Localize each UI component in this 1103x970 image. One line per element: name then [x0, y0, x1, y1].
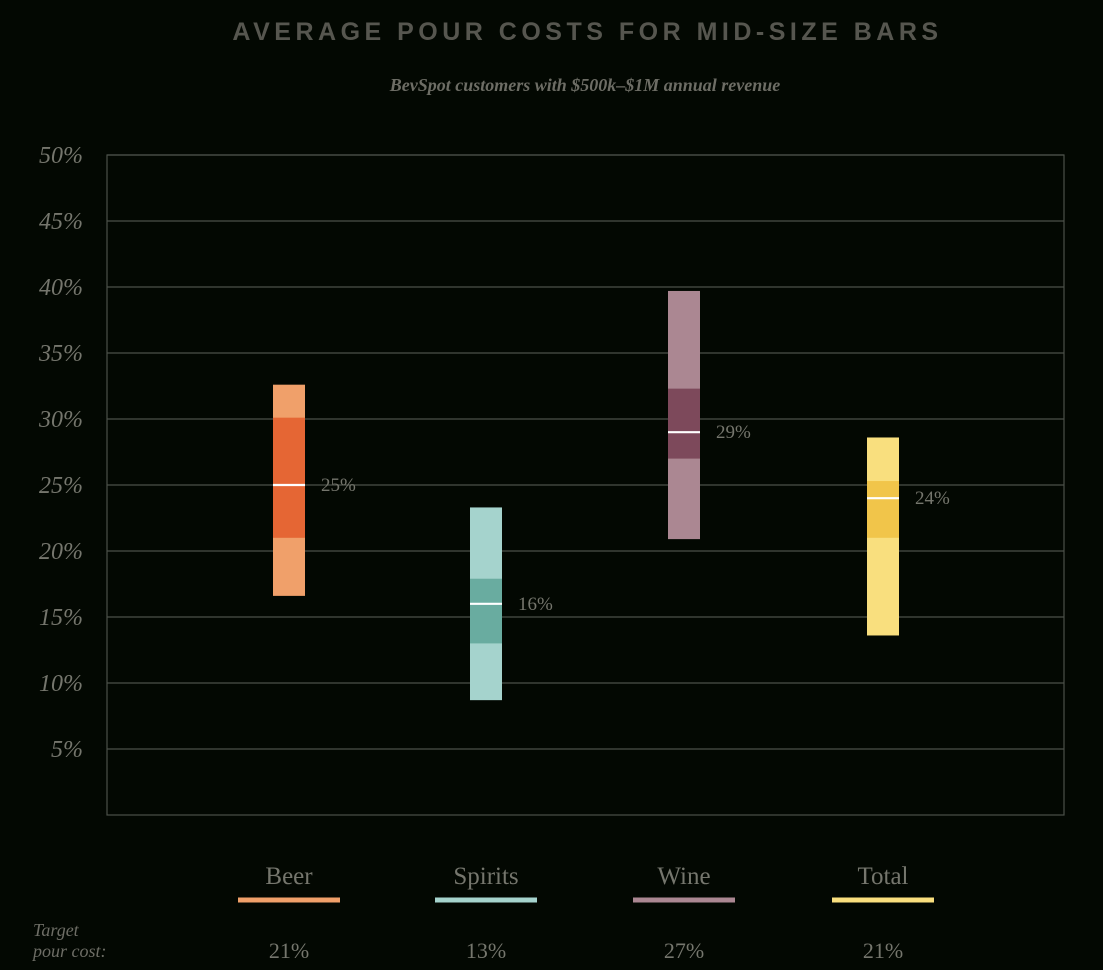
median-label: 16% [518, 594, 553, 615]
target-pour-cost-label: Target pour cost: [33, 920, 107, 962]
box-iqr [470, 578, 502, 644]
target-label-line2: pour cost: [33, 941, 107, 961]
y-tick-label: 35% [38, 341, 83, 367]
y-tick-label: 50% [39, 143, 83, 169]
y-tick-label: 25% [39, 473, 83, 499]
category-label: Wine [657, 863, 710, 890]
median-label: 25% [321, 475, 356, 496]
chart-title: AVERAGE POUR COSTS FOR MID-SIZE BARS [232, 18, 943, 46]
target-value: 21% [863, 938, 903, 963]
y-tick-label: 45% [39, 209, 83, 235]
box-layer: 25% 16% 29% 24% [273, 290, 950, 701]
box-iqr [668, 388, 700, 459]
target-value: 27% [664, 938, 704, 963]
box-iqr [273, 417, 305, 538]
box-group: 25% [273, 384, 356, 596]
y-tick-labels: 5% 10% 15% 20% 25% 30% 35% 40% 45% 50% [38, 143, 83, 763]
legend-layer: Beer 21% Spirits 13% Wine 27% Total 21% [238, 863, 934, 963]
box-group: 16% [470, 507, 553, 701]
category-label: Spirits [453, 863, 518, 890]
chart-subtitle: BevSpot customers with $500k–$1M annual … [389, 75, 781, 95]
box-group: 24% [867, 437, 950, 636]
median-label: 29% [716, 422, 751, 443]
target-value: 13% [466, 938, 506, 963]
y-tick-label: 10% [39, 671, 83, 697]
category-label: Beer [265, 863, 313, 890]
target-value: 21% [269, 938, 309, 963]
y-tick-label: 30% [38, 407, 83, 433]
y-tick-label: 20% [39, 539, 83, 565]
category-label: Total [857, 863, 908, 890]
box-group: 29% [668, 290, 751, 540]
grid-layer [106, 154, 1065, 816]
y-tick-label: 40% [39, 275, 83, 301]
y-tick-label: 5% [51, 737, 83, 763]
median-label: 24% [915, 488, 950, 509]
y-tick-label: 15% [39, 605, 83, 631]
box-iqr [867, 481, 899, 538]
target-label-line1: Target [33, 920, 79, 940]
